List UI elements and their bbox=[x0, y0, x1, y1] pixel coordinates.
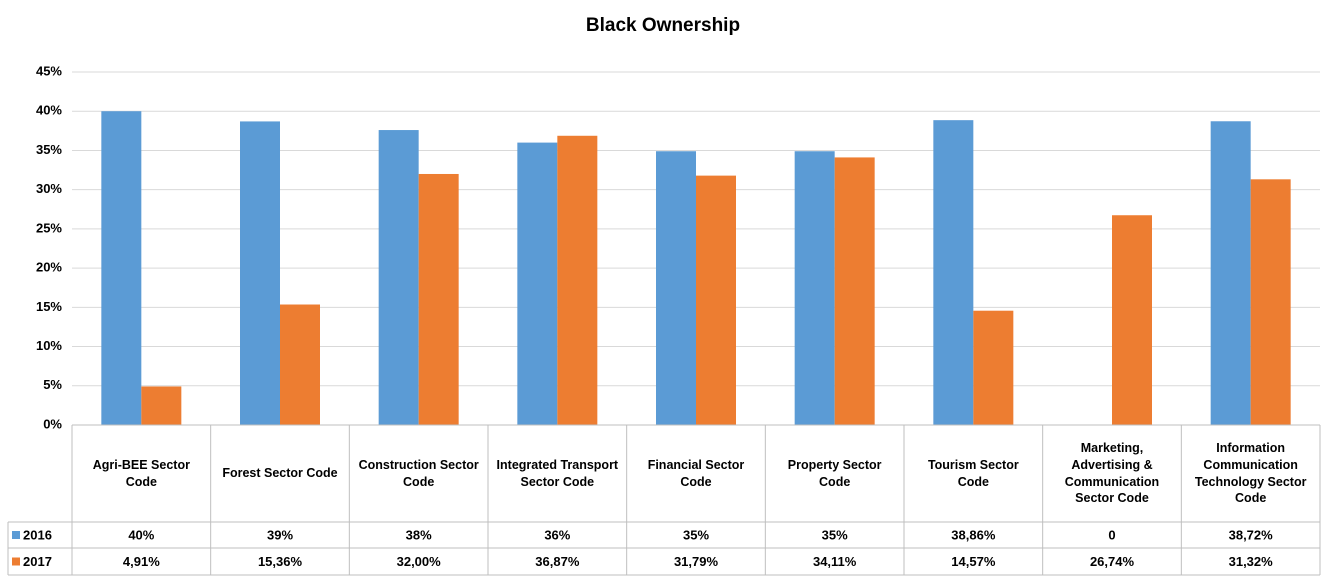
table-value: 36% bbox=[544, 527, 570, 542]
legend-swatch bbox=[12, 557, 20, 566]
table-value: 36,87% bbox=[535, 554, 580, 569]
table-value: 26,74% bbox=[1090, 554, 1135, 569]
bar bbox=[240, 121, 280, 426]
bar bbox=[557, 135, 598, 425]
x-tick-label-box: Agri-BEE Sector Code bbox=[92, 457, 190, 489]
bar bbox=[517, 142, 558, 425]
y-tick-label: 15% bbox=[36, 299, 62, 314]
y-tick-label: 20% bbox=[36, 260, 62, 275]
table-value: 40% bbox=[128, 527, 154, 542]
bar bbox=[141, 386, 182, 425]
bar bbox=[933, 120, 974, 425]
legend-label: 2016 bbox=[23, 527, 52, 542]
bar bbox=[378, 130, 419, 425]
x-tick-label-box: Integrated Transport Sector Code bbox=[496, 457, 619, 489]
x-tick-label: Property Sector Code bbox=[787, 457, 882, 489]
bar bbox=[696, 175, 736, 425]
chart-title: Black Ownership bbox=[586, 15, 740, 36]
y-tick-label: 0% bbox=[43, 416, 62, 431]
x-tick-label: Tourism Sector Code bbox=[927, 457, 1019, 489]
table-value: 31,79% bbox=[674, 554, 719, 569]
table-value: 34,11% bbox=[813, 554, 857, 569]
table-value: 35% bbox=[683, 527, 709, 542]
y-tick-label: 10% bbox=[36, 338, 62, 353]
table-value: 15,36% bbox=[258, 554, 303, 569]
bar bbox=[1112, 215, 1152, 425]
y-tick-label: 25% bbox=[36, 220, 62, 235]
bar bbox=[1250, 179, 1291, 425]
bar bbox=[1210, 121, 1251, 425]
y-tick-label: 45% bbox=[36, 63, 62, 78]
x-tick-label: Integrated Transport Sector Code bbox=[496, 457, 619, 489]
bar bbox=[834, 157, 875, 425]
x-tick-label-box: Forest Sector Code bbox=[222, 466, 338, 481]
legend-swatch bbox=[12, 531, 20, 539]
x-tick-label: Construction Sector Code bbox=[358, 457, 479, 489]
table-value: 39% bbox=[267, 527, 293, 542]
x-tick-label: Agri-BEE Sector Code bbox=[92, 457, 190, 489]
table-value: 35% bbox=[822, 527, 848, 542]
table-value: 31,32% bbox=[1229, 554, 1274, 569]
x-tick-label: Financial Sector Code bbox=[647, 457, 745, 489]
bar bbox=[794, 151, 835, 425]
x-tick-label-box: Marketing, Advertising & Communication S… bbox=[1064, 440, 1160, 506]
x-tick-label-box: Construction Sector Code bbox=[358, 457, 479, 489]
y-tick-label: 40% bbox=[36, 103, 62, 118]
table-value: 38% bbox=[406, 527, 432, 542]
y-tick-label: 35% bbox=[36, 142, 62, 157]
x-tick-label: Information Communication Technology Sec… bbox=[1194, 440, 1307, 506]
bar bbox=[418, 173, 459, 425]
bar bbox=[280, 304, 320, 425]
table-value: 4,91% bbox=[123, 554, 160, 569]
bar bbox=[656, 151, 696, 425]
bar bbox=[973, 310, 1014, 425]
x-tick-label: Marketing, Advertising & Communication S… bbox=[1064, 440, 1160, 506]
table-value: 0 bbox=[1108, 527, 1115, 542]
table-value: 38,72% bbox=[1229, 527, 1274, 542]
legend-label: 2017 bbox=[23, 554, 52, 569]
x-tick-label-box: Tourism Sector Code bbox=[927, 457, 1019, 489]
y-tick-label: 30% bbox=[36, 181, 62, 196]
x-tick-label: Forest Sector Code bbox=[222, 466, 338, 481]
table-value: 14,57% bbox=[951, 554, 996, 569]
table-value: 32,00% bbox=[397, 554, 442, 569]
y-tick-label: 5% bbox=[43, 377, 62, 392]
x-tick-label-box: Information Communication Technology Sec… bbox=[1194, 440, 1307, 506]
bar bbox=[101, 111, 142, 425]
table-value: 38,86% bbox=[951, 527, 996, 542]
x-tick-label-box: Property Sector Code bbox=[787, 457, 882, 489]
x-tick-label-box: Financial Sector Code bbox=[647, 457, 745, 489]
